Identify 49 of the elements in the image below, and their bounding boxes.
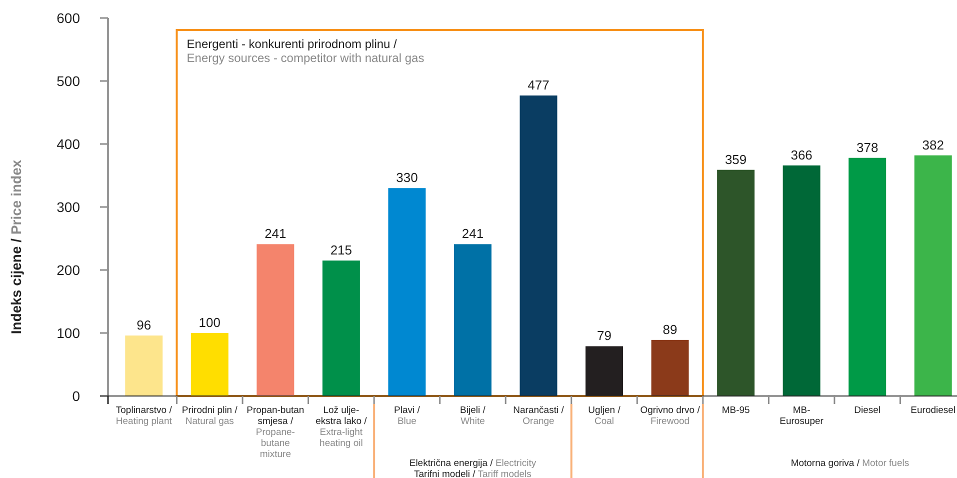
bar bbox=[256, 244, 294, 396]
x-tick-label: Bijeli / White bbox=[460, 405, 486, 427]
text: Električna energija / Electricity Tarifni modeli / Tariff models bbox=[409, 458, 536, 478]
data-label: 359 bbox=[724, 152, 747, 167]
bar bbox=[848, 158, 886, 396]
x-tick-label: Eurodiesel bbox=[910, 405, 956, 416]
x-tick-label: MB-95 bbox=[722, 405, 750, 416]
bar bbox=[520, 95, 558, 396]
x-tick-label: Plavi / Blue bbox=[394, 405, 420, 427]
data-label: 79 bbox=[597, 328, 612, 344]
x-tick-label: Prirodni plin / Natural gas bbox=[182, 405, 238, 427]
bar bbox=[717, 170, 755, 396]
data-label: 241 bbox=[462, 226, 484, 242]
bar bbox=[190, 333, 228, 396]
bar bbox=[322, 260, 360, 396]
y-tick-label: 400 bbox=[56, 136, 80, 152]
x-tick-label: Diesel bbox=[854, 405, 881, 416]
data-label: 330 bbox=[396, 170, 418, 186]
bar bbox=[388, 188, 426, 396]
x-tick-label: Ugljen / Coal bbox=[588, 405, 621, 427]
annotation: Energenti - konkurenti prirodnom plinu / Energy sources - competitor with natural gas bbox=[186, 37, 424, 65]
y-tick-label: 500 bbox=[56, 73, 80, 89]
bar bbox=[914, 155, 952, 396]
x-tick-label: Narančasti / Orange bbox=[513, 405, 564, 427]
y-tick-label: 200 bbox=[56, 262, 80, 278]
bar bbox=[651, 340, 689, 396]
x-tick-label: Toplinarstvo / Heating plant bbox=[116, 405, 172, 427]
data-label: 100 bbox=[198, 315, 221, 330]
x-tick-label: Propan-butan smjesa / Propane- butane mixture bbox=[246, 405, 304, 460]
data-label: 477 bbox=[528, 77, 550, 92]
data-label: 378 bbox=[856, 140, 878, 155]
y-axis-title: Indeks cijene / Price index bbox=[8, 160, 24, 334]
text: Motorna goriva / Motor fuels bbox=[790, 458, 910, 469]
y-tick-label: 600 bbox=[56, 10, 80, 26]
x-tick-label: Ogrivno drvo / Firewood bbox=[640, 405, 700, 427]
bar bbox=[454, 244, 492, 396]
y-tick-label: 100 bbox=[56, 325, 80, 341]
y-tick-label: 300 bbox=[56, 199, 80, 215]
data-label: 215 bbox=[330, 242, 352, 258]
data-label: 89 bbox=[662, 322, 678, 337]
data-label: 241 bbox=[264, 226, 286, 242]
data-label: 382 bbox=[922, 137, 944, 152]
y-tick-label: 0 bbox=[72, 388, 80, 404]
bar bbox=[125, 336, 163, 396]
x-tick-label: Lož ulje- ekstra lako / Extra-light heating oil bbox=[316, 405, 368, 449]
data-label: 366 bbox=[790, 147, 812, 162]
x-tick-label: MB- Eurosuper bbox=[780, 405, 824, 427]
bar bbox=[782, 165, 820, 396]
data-label: 96 bbox=[136, 318, 152, 333]
